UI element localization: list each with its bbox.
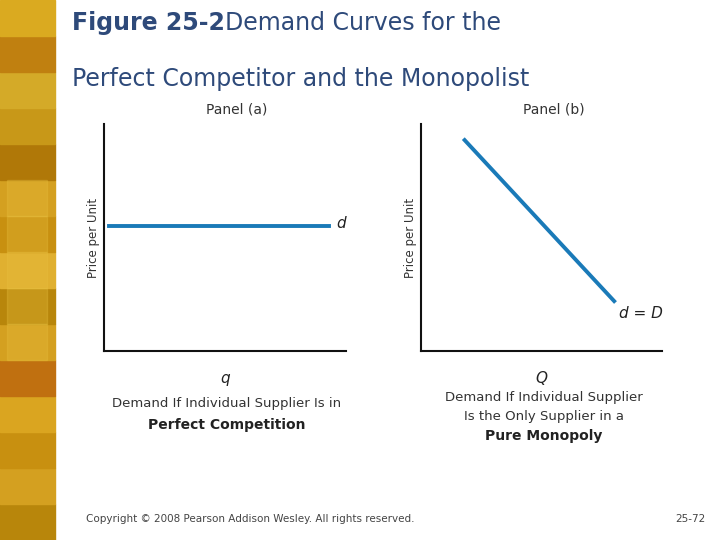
Text: 25-72: 25-72 [675,514,706,524]
Text: d: d [336,217,346,232]
Text: q: q [220,372,230,387]
Text: Perfect Competition: Perfect Competition [148,418,305,433]
Text: Copyright © 2008 Pearson Addison Wesley. All rights reserved.: Copyright © 2008 Pearson Addison Wesley.… [86,514,415,524]
Text: Panel (b): Panel (b) [523,102,585,116]
Y-axis label: Price per Unit: Price per Unit [87,198,100,278]
Text: Demand Curves for the: Demand Curves for the [210,11,501,35]
Text: Demand If Individual Supplier: Demand If Individual Supplier [445,392,642,404]
Text: Pure Monopoly: Pure Monopoly [485,429,603,443]
Text: d = D: d = D [619,306,663,321]
Text: Perfect Competitor and the Monopolist: Perfect Competitor and the Monopolist [72,67,529,91]
Text: Is the Only Supplier in a: Is the Only Supplier in a [464,410,624,423]
Y-axis label: Price per Unit: Price per Unit [404,198,417,278]
Text: Figure 25-2: Figure 25-2 [72,11,225,35]
Text: Q: Q [536,372,548,387]
Text: Panel (a): Panel (a) [207,102,268,116]
Text: Demand If Individual Supplier Is in: Demand If Individual Supplier Is in [112,397,341,410]
